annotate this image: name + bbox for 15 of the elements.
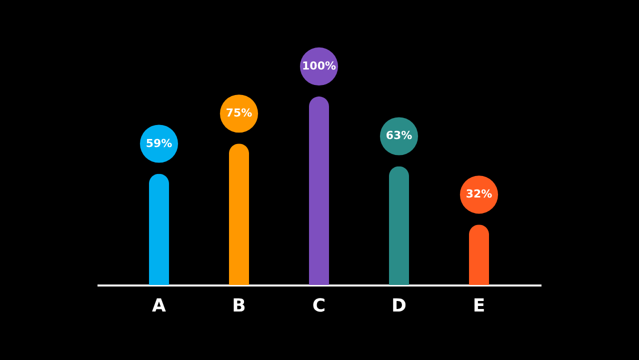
data-label: 63% (386, 129, 412, 142)
x-tick-label: B (232, 296, 246, 316)
bar (469, 224, 489, 285)
data-label: 75% (226, 106, 252, 120)
data-label: 59% (146, 136, 172, 150)
bar (149, 174, 169, 285)
x-tick-label: D (392, 296, 406, 316)
x-tick-label: A (152, 296, 166, 316)
data-label: 100% (302, 59, 336, 72)
bar (389, 166, 409, 285)
bar (229, 144, 249, 285)
x-tick-label: E (472, 296, 486, 316)
bar (309, 96, 329, 285)
x-tick-label: C (312, 296, 326, 316)
data-label: 32% (466, 188, 492, 201)
